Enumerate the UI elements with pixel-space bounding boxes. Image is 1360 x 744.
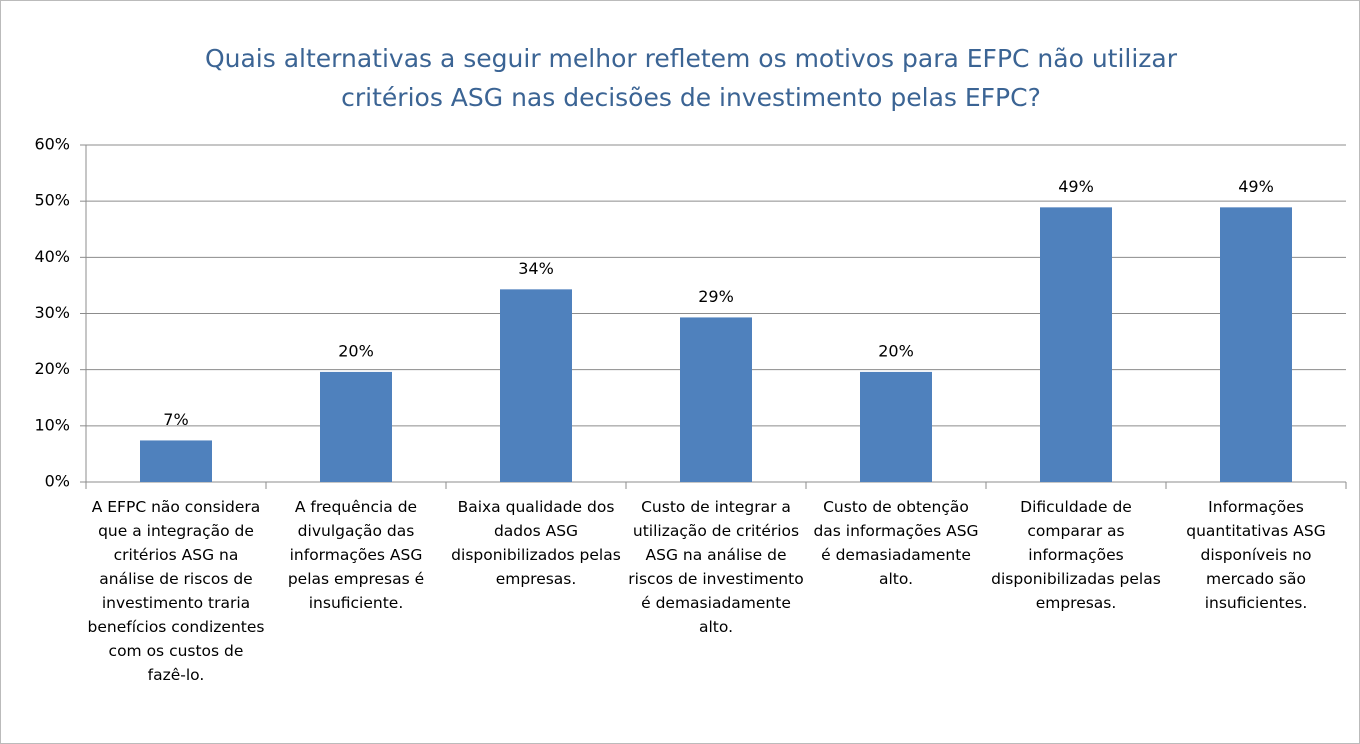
y-tick-label: 50% — [34, 191, 70, 210]
data-label: 7% — [163, 410, 188, 429]
bar — [500, 289, 572, 482]
data-label: 20% — [338, 341, 374, 360]
x-tick-label: Custo de obtenção das informações ASG é … — [813, 498, 979, 588]
y-tick-label: 10% — [34, 415, 70, 434]
x-tick-label: A EFPC não considera que a integração de… — [87, 498, 265, 684]
x-tick-label: A frequência de divulgação das informaçõ… — [287, 498, 425, 612]
y-tick-label: 40% — [34, 247, 70, 266]
y-tick-label: 0% — [45, 472, 70, 491]
y-tick-label: 60% — [34, 135, 70, 154]
x-tick-label: Informações quantitativas ASG disponívei… — [1186, 498, 1326, 612]
data-label: 34% — [518, 259, 554, 278]
data-label: 20% — [878, 341, 914, 360]
bar — [1040, 207, 1112, 482]
bar — [320, 371, 392, 482]
bar — [140, 440, 212, 482]
bar — [1220, 207, 1292, 482]
x-tick-label: Custo de integrar a utilização de critér… — [628, 498, 804, 636]
chart-title: Quais alternativas a seguir melhor refle… — [204, 44, 1178, 112]
y-tick-label: 30% — [34, 303, 70, 322]
data-label: 49% — [1058, 177, 1094, 196]
data-label: 49% — [1238, 177, 1274, 196]
data-label: 29% — [698, 287, 734, 306]
y-tick-label: 20% — [34, 359, 70, 378]
x-tick-label: Baixa qualidade dos dados ASG disponibil… — [451, 498, 621, 588]
bar — [860, 371, 932, 482]
x-tick-label: Dificuldade de comparar as informações d… — [991, 498, 1161, 612]
bar — [680, 317, 752, 482]
